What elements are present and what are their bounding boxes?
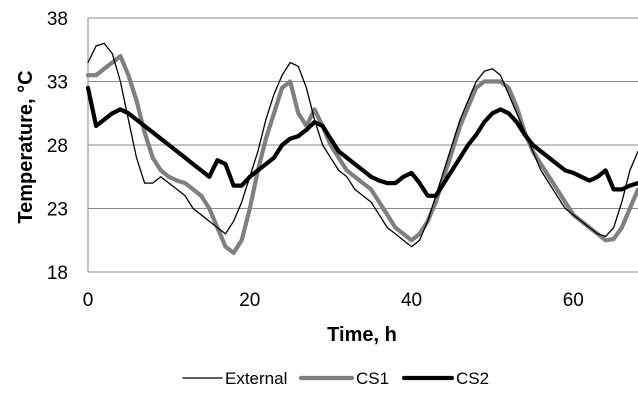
legend-label-cs1: CS1 <box>356 369 389 388</box>
y-tick-label: 18 <box>47 263 68 284</box>
legend: External CS1 CS2 <box>182 369 489 388</box>
y-tick-label: 28 <box>47 136 68 157</box>
y-tick-label: 23 <box>47 200 68 221</box>
plot-frame <box>87 18 638 273</box>
y-tick-label: 38 <box>47 9 68 30</box>
series-line-cs1 <box>85 53 638 255</box>
y-tick-label: 33 <box>47 73 68 94</box>
x-tick-label: 60 <box>563 290 584 311</box>
y-tick-labels: 18 23 28 33 38 <box>47 9 68 284</box>
x-tick-label: 0 <box>83 290 94 311</box>
y-axis-title: Temperature, °C <box>15 70 37 223</box>
grid-lines <box>88 17 638 209</box>
series-line-cs2 <box>85 85 638 198</box>
x-tick-labels: 0 20 40 60 <box>83 290 584 311</box>
x-tick-label: 40 <box>401 290 422 311</box>
legend-label-cs2: CS2 <box>456 369 489 388</box>
series-line-external <box>87 42 638 248</box>
x-axis-title: Time, h <box>327 324 397 346</box>
legend-label-external: External <box>225 369 287 388</box>
series-group <box>85 42 638 255</box>
x-tick-label: 20 <box>239 290 260 311</box>
